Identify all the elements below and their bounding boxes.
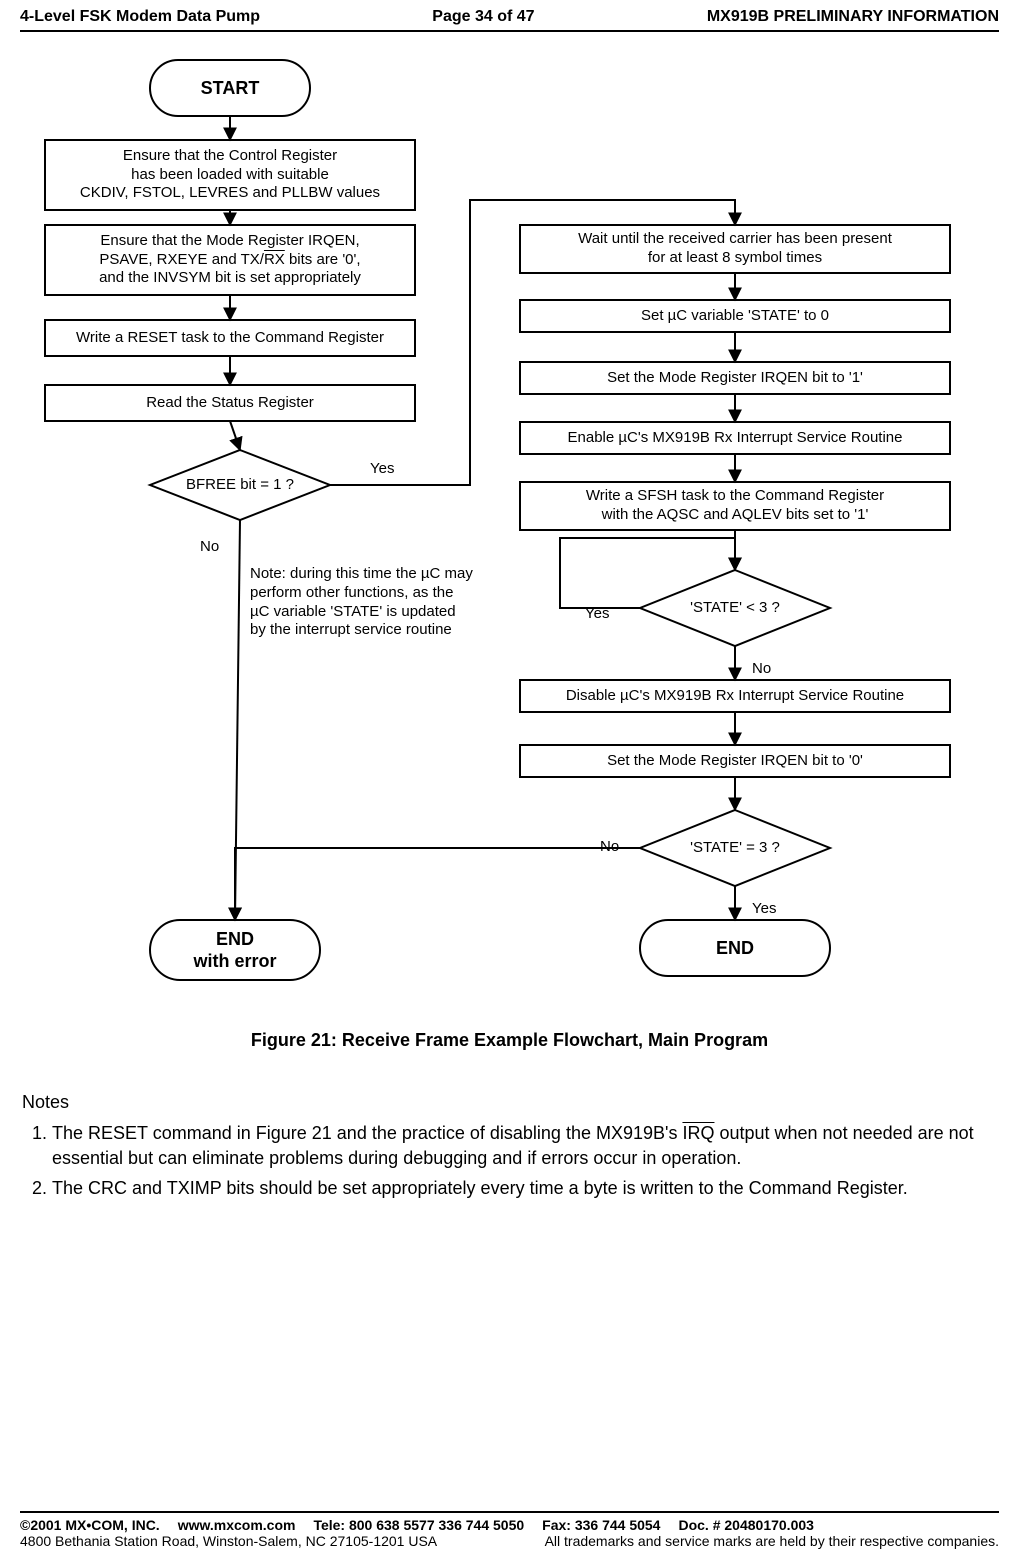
node-bfree: BFREE bit = 1 ? [150, 476, 330, 495]
footer-tele: Tele: 800 638 5577 336 744 5050 [313, 1517, 524, 1533]
node-reset: Write a RESET task to the Command Regist… [45, 329, 415, 348]
footer-url: www.mxcom.com [178, 1517, 296, 1533]
edge-label: No [200, 538, 219, 557]
node-note: Note: during this time the µC may perfor… [250, 565, 530, 640]
node-irqen0: Set the Mode Register IRQEN bit to '0' [520, 752, 950, 771]
node-start: START [150, 77, 310, 100]
figure-caption: Figure 21: Receive Frame Example Flowcha… [0, 1030, 1019, 1051]
notes-section: Notes The RESET command in Figure 21 and… [22, 1090, 997, 1205]
node-stlt3: 'STATE' < 3 ? [640, 599, 830, 618]
footer-addr: 4800 Bethania Station Road, Winston-Sale… [20, 1533, 437, 1549]
node-ctrl: Ensure that the Control Register has bee… [45, 147, 415, 203]
edge-label: Yes [370, 460, 394, 479]
edge-label: Yes [752, 900, 776, 919]
node-read: Read the Status Register [45, 394, 415, 413]
node-sfsh: Write a SFSH task to the Command Registe… [520, 487, 950, 525]
note-2: The CRC and TXIMP bits should be set app… [52, 1176, 997, 1201]
node-end: END [640, 937, 830, 960]
footer-tm: All trademarks and service marks are hel… [545, 1533, 999, 1549]
node-mode: Ensure that the Mode Register IRQEN,PSAV… [45, 232, 415, 288]
node-state0: Set µC variable 'STATE' to 0 [520, 307, 950, 326]
edge-label: No [752, 660, 771, 679]
note-1: The RESET command in Figure 21 and the p… [52, 1121, 997, 1171]
footer-doc: Doc. # 20480170.003 [678, 1517, 813, 1533]
node-enable: Enable µC's MX919B Rx Interrupt Service … [520, 429, 950, 448]
notes-heading: Notes [22, 1090, 997, 1115]
footer-copyright: ©2001 MX•COM, INC. [20, 1517, 160, 1533]
edge-label: No [600, 838, 619, 857]
footer-fax: Fax: 336 744 5054 [542, 1517, 660, 1533]
node-irqen1: Set the Mode Register IRQEN bit to '1' [520, 369, 950, 388]
edge-label: Yes [585, 605, 609, 624]
node-enderr: END with error [150, 928, 320, 973]
node-wait: Wait until the received carrier has been… [520, 230, 950, 268]
irq-overline: IRQ [682, 1123, 714, 1143]
page-footer: ©2001 MX•COM, INC. www.mxcom.com Tele: 8… [20, 1511, 999, 1549]
node-steq3: 'STATE' = 3 ? [640, 839, 830, 858]
node-disable: Disable µC's MX919B Rx Interrupt Service… [520, 687, 950, 706]
